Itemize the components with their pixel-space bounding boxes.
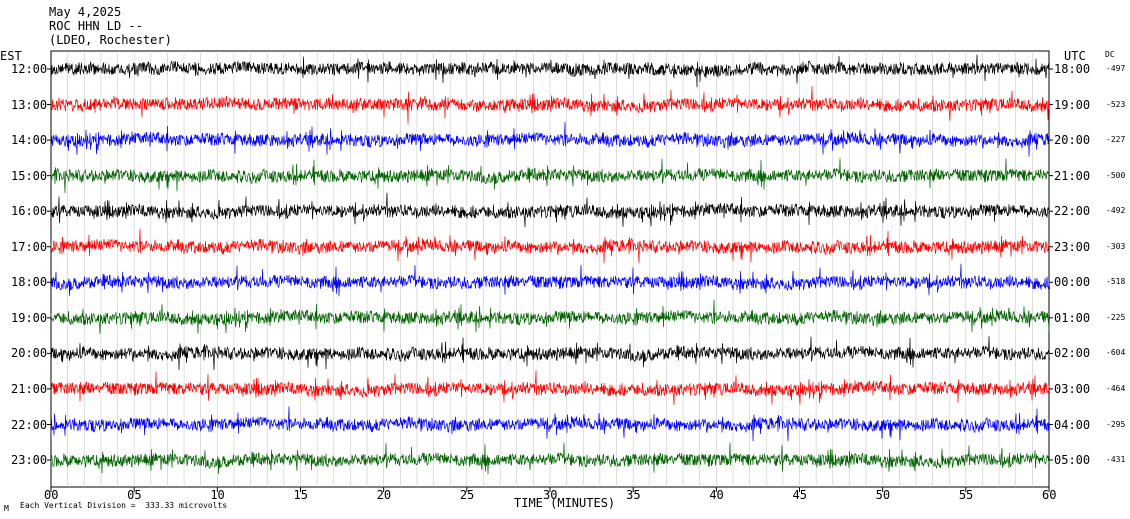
utc-tick-label: 00:00: [1054, 275, 1091, 290]
est-tick-label: 15:00: [11, 168, 48, 183]
est-tick-label: 23:00: [11, 453, 48, 468]
utc-tick-label: 18:00: [1054, 62, 1091, 76]
x-tick-label: 25: [459, 488, 475, 502]
est-tick-label: 19:00: [11, 310, 48, 325]
dc-column-title: DC: [1105, 50, 1115, 59]
est-tick-label: 16:00: [11, 204, 48, 219]
station-code: ROC HHN LD --: [49, 19, 143, 33]
utc-tick-label: 19:00: [1054, 97, 1091, 112]
seismic-trace-1200: [50, 54, 1050, 88]
chart-date: May 4,2025: [49, 5, 122, 19]
x-tick-label: 40: [709, 488, 724, 502]
est-tick-label: 13:00: [11, 97, 48, 112]
est-tick-label: 18:00: [11, 275, 48, 290]
seismic-trace-1600: [50, 192, 1050, 228]
x-tick-label: 20: [376, 488, 392, 502]
utc-axis-title: UTC: [1064, 49, 1086, 63]
seismic-trace-2200: [50, 406, 1050, 442]
scale-note: Each Vertical Division = 333.33 microvol…: [20, 501, 228, 510]
utc-tick-label: 04:00: [1054, 417, 1091, 432]
seismic-trace-1400: [50, 121, 1050, 157]
dc-offset-value: -225: [1106, 312, 1126, 322]
x-tick-label: 55: [958, 488, 974, 502]
est-tick-label: 12:00: [11, 62, 48, 76]
x-tick-label: 00: [44, 488, 59, 502]
dc-offset-value: -492: [1106, 206, 1126, 216]
x-tick-label: 05: [127, 488, 142, 502]
x-tick-label: 30: [543, 488, 558, 502]
dc-offset-value: -523: [1106, 99, 1126, 109]
dc-offset-value: -431: [1106, 455, 1126, 465]
seismic-trace-2300: [50, 442, 1050, 475]
dc-offset-value: -227: [1106, 135, 1126, 145]
dc-offset-value: -303: [1106, 241, 1126, 251]
est-tick-label: 21:00: [11, 381, 48, 396]
est-tick-label: 17:00: [11, 239, 48, 254]
dc-offset-value: -518: [1106, 277, 1126, 287]
utc-tick-label: 20:00: [1054, 133, 1091, 148]
seismic-trace-1900: [50, 299, 1050, 334]
dc-offset-value: -500: [1106, 170, 1126, 180]
est-tick-label: 20:00: [11, 346, 48, 361]
dc-offset-value: -464: [1106, 383, 1126, 393]
utc-tick-label: 22:00: [1054, 204, 1091, 219]
seismic-trace-1700: [50, 228, 1050, 264]
utc-tick-label: 05:00: [1054, 453, 1091, 468]
x-tick-label: 10: [210, 488, 225, 502]
seismic-trace-1500: [50, 158, 1050, 193]
corner-mark: M: [4, 504, 9, 513]
x-tick-label: 50: [875, 488, 891, 502]
seismic-trace-2000: [50, 336, 1050, 371]
seismic-trace-1300: [50, 86, 1050, 124]
utc-tick-label: 02:00: [1054, 346, 1091, 361]
x-tick-label: 45: [792, 488, 807, 502]
utc-tick-label: 21:00: [1054, 168, 1091, 183]
x-tick-label: 60: [1042, 488, 1057, 502]
dc-offset-value: -604: [1106, 348, 1126, 358]
x-axis-title: TIME (MINUTES): [514, 496, 616, 510]
x-tick-label: 35: [626, 488, 641, 502]
est-tick-label: 14:00: [11, 133, 48, 148]
est-axis-title: EST: [0, 49, 22, 63]
seismic-trace-1800: [50, 263, 1050, 297]
utc-tick-label: 01:00: [1054, 310, 1091, 325]
utc-tick-label: 23:00: [1054, 239, 1091, 254]
x-tick-label: 15: [293, 488, 308, 502]
seismic-trace-2100: [50, 370, 1050, 406]
utc-tick-label: 03:00: [1054, 381, 1091, 396]
dc-offset-value: -497: [1106, 64, 1126, 73]
dc-offset-value: -295: [1106, 419, 1126, 429]
network-name: (LDEO, Rochester): [49, 33, 172, 47]
est-tick-label: 22:00: [11, 417, 48, 432]
